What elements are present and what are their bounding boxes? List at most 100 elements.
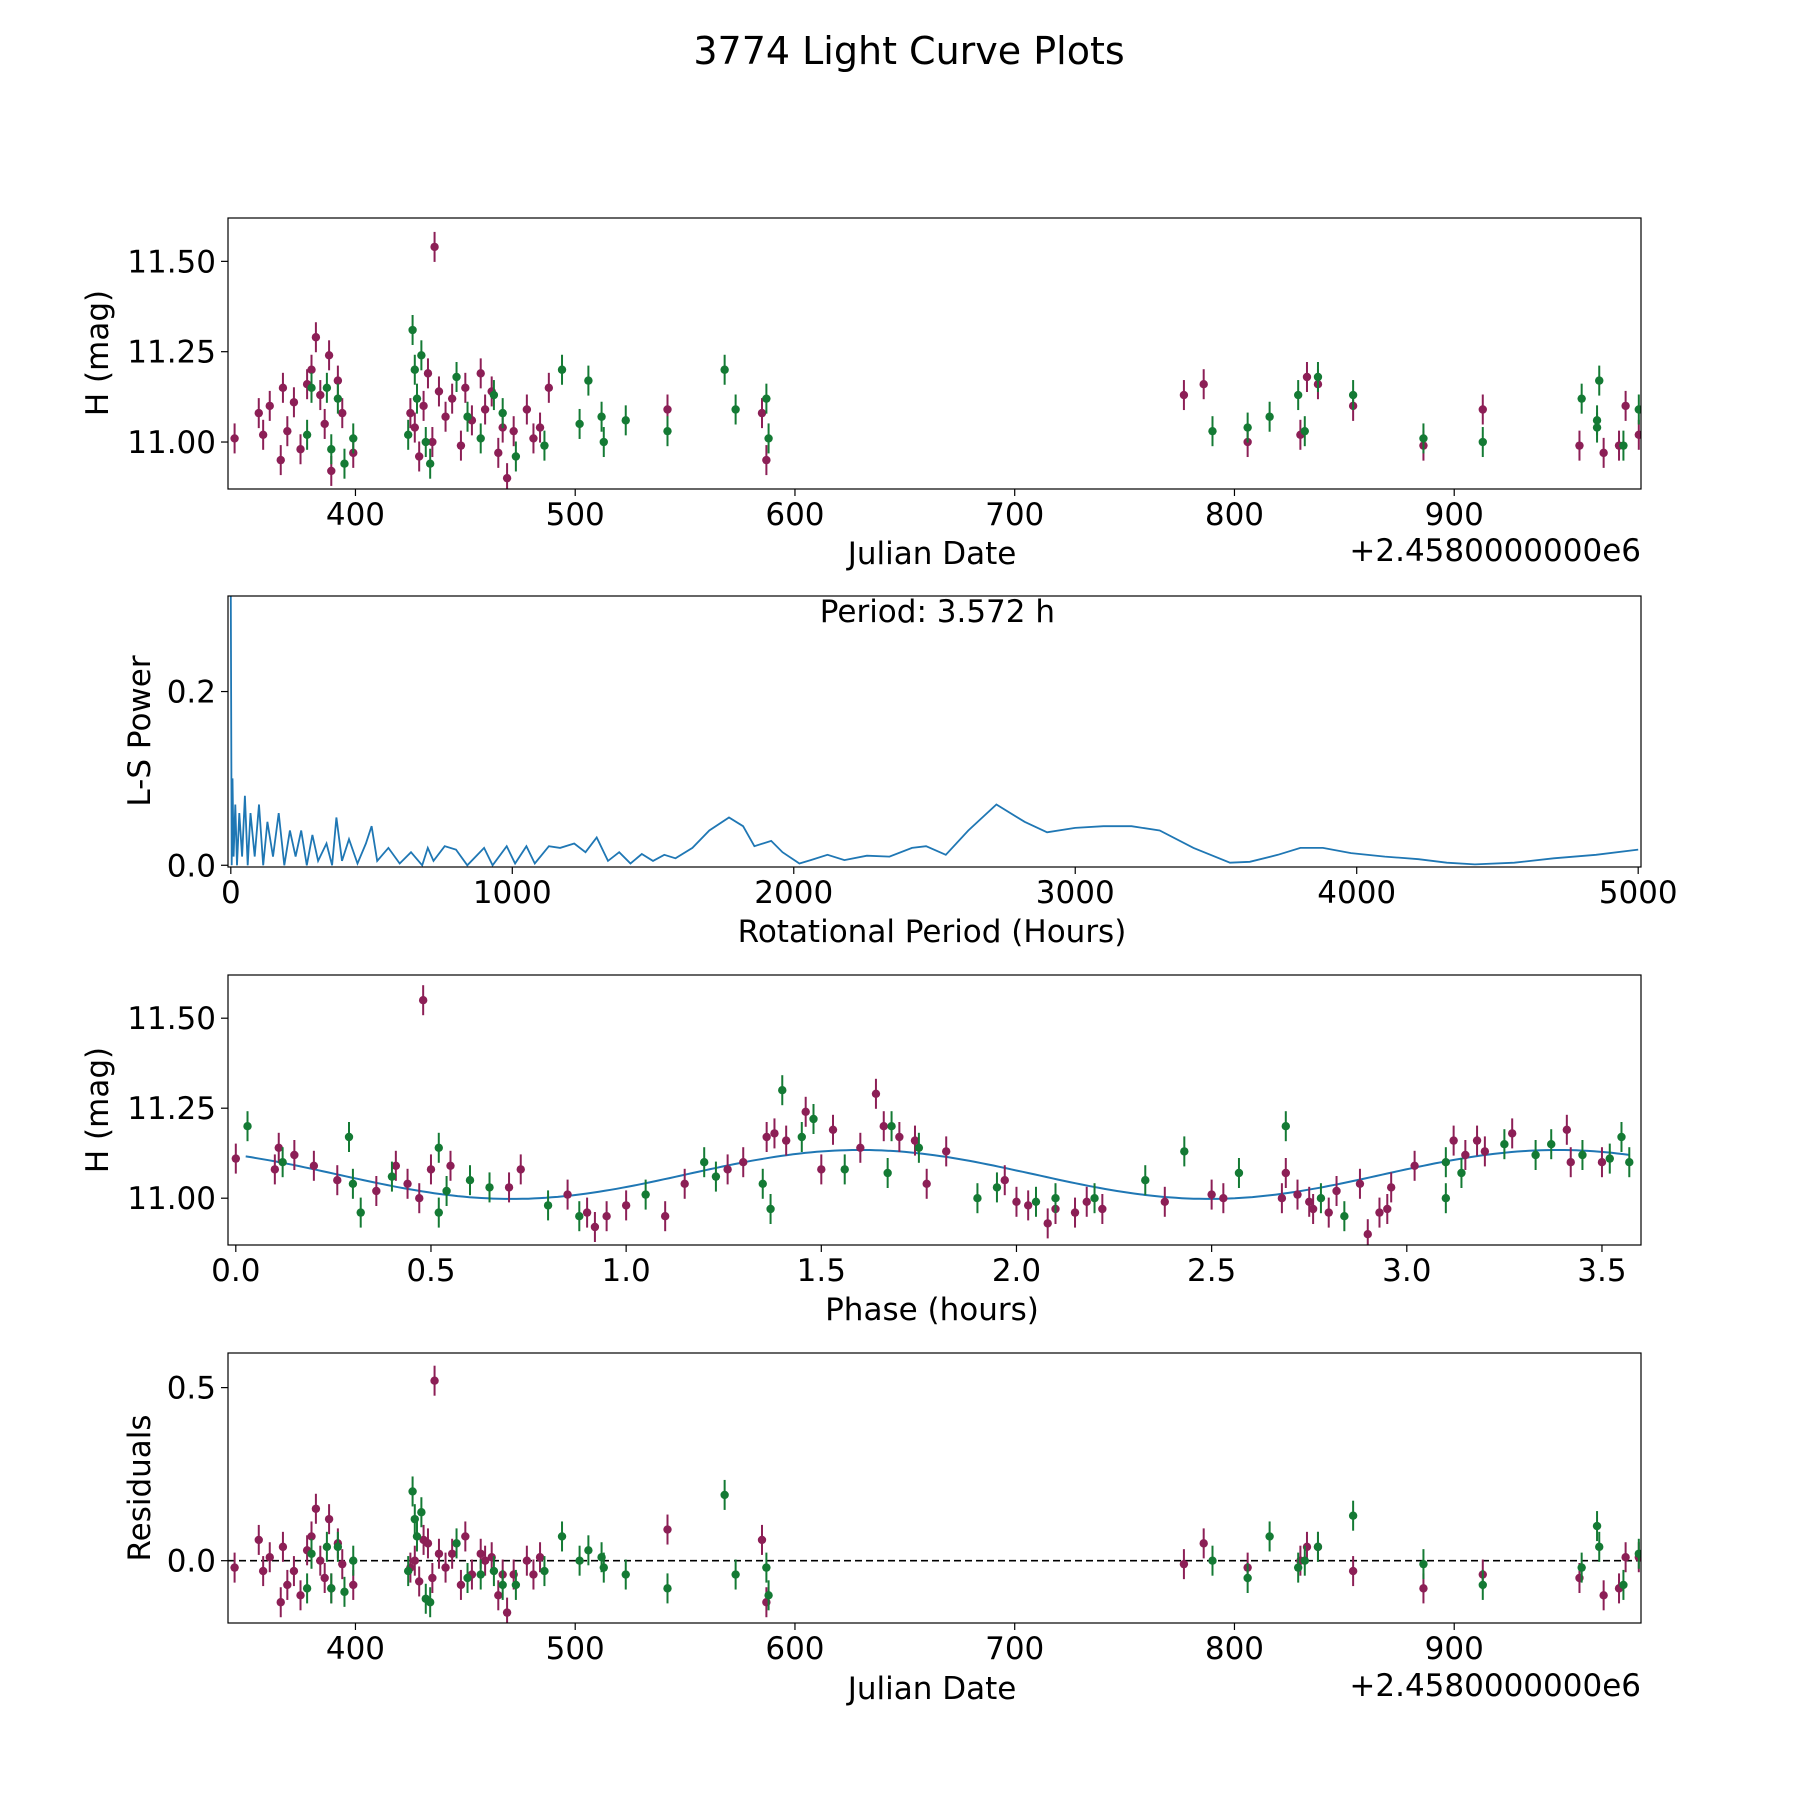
phased-xtick-label: 0.5 xyxy=(406,1253,455,1289)
residuals-point xyxy=(230,1563,239,1572)
residuals-point xyxy=(557,1532,567,1541)
lightcurve-point xyxy=(410,423,419,432)
lightcurve-point xyxy=(283,426,292,436)
lightcurve-point xyxy=(311,333,321,342)
residuals-point xyxy=(476,1549,485,1558)
residuals-point xyxy=(1300,1556,1309,1565)
lightcurve-point xyxy=(663,426,672,436)
lightcurve-xtick-label: 500 xyxy=(546,497,605,533)
phased-ytick-label: 11.00 xyxy=(127,1181,216,1217)
phased-xtick-label: 3.0 xyxy=(1382,1253,1431,1289)
phased-point xyxy=(465,1176,475,1185)
residuals-point xyxy=(1243,1573,1252,1583)
periodogram-line xyxy=(229,596,1639,867)
phased-point xyxy=(914,1143,924,1153)
phased-point xyxy=(415,1194,424,1203)
phased-point xyxy=(1160,1197,1169,1207)
lightcurve-point xyxy=(456,441,466,450)
figure-title: 3774 Light Curve Plots xyxy=(693,29,1124,73)
phased-frame xyxy=(227,974,1642,1246)
residuals-point xyxy=(417,1508,426,1517)
lightcurve-point xyxy=(276,455,285,465)
phased-point xyxy=(1547,1140,1556,1149)
residuals-point xyxy=(456,1580,466,1590)
residuals-point xyxy=(307,1532,316,1541)
phased-point xyxy=(442,1186,451,1196)
lightcurve-point xyxy=(757,408,767,418)
lightcurve-ytick-label: 11.50 xyxy=(127,244,216,280)
phased-point xyxy=(766,1204,775,1214)
phased-point xyxy=(446,1161,455,1171)
residuals-point xyxy=(283,1580,292,1590)
light-curve-offset-label: +2.4580000000e6 xyxy=(1349,533,1641,569)
phased-point xyxy=(856,1143,865,1153)
lightcurve-point xyxy=(320,419,329,429)
lightcurve-point xyxy=(762,394,771,403)
phased-point xyxy=(1578,1150,1587,1160)
residuals-point xyxy=(1595,1542,1604,1552)
lightcurve-point xyxy=(430,242,439,252)
residuals-point xyxy=(1599,1591,1608,1600)
periodogram-frame xyxy=(227,595,1642,868)
residuals-point xyxy=(447,1549,457,1558)
lightcurve-point xyxy=(258,430,268,439)
light-curve-ylabel: H (mag) xyxy=(80,290,116,416)
lightcurve-point xyxy=(461,383,470,393)
lightcurve-point xyxy=(1243,423,1252,432)
periodogram-xtick-label: 4000 xyxy=(1317,875,1396,911)
residuals-point xyxy=(414,1577,424,1586)
lightcurve-point xyxy=(463,412,472,421)
residuals-point xyxy=(327,1584,336,1593)
phased-point xyxy=(563,1190,572,1199)
periodogram-xtick-label: 1000 xyxy=(473,875,552,911)
phased-point xyxy=(434,1208,443,1217)
lightcurve-point xyxy=(421,437,430,447)
residuals-point xyxy=(498,1580,507,1590)
lightcurve-xtick-label: 900 xyxy=(1425,497,1484,533)
lightcurve-point xyxy=(1595,376,1604,385)
lightcurve-point xyxy=(302,430,312,439)
lightcurve-marks xyxy=(230,231,1641,489)
phased-point xyxy=(828,1125,838,1135)
residuals-point xyxy=(1621,1553,1630,1562)
residuals-offset-label: +2.4580000000e6 xyxy=(1349,1668,1641,1704)
lightcurve-point xyxy=(1419,434,1428,443)
phased-point xyxy=(1597,1158,1607,1167)
periodogram-xtick-label: 5000 xyxy=(1599,875,1678,911)
residuals-point xyxy=(412,1532,422,1541)
lightcurve-point xyxy=(414,452,424,461)
phased-point xyxy=(1277,1194,1287,1203)
residuals-point xyxy=(425,1598,435,1607)
residuals-point xyxy=(1419,1559,1428,1569)
residuals-point xyxy=(1293,1563,1303,1572)
periodogram-ytick-label: 0.0 xyxy=(167,848,216,884)
residuals-point xyxy=(476,1570,485,1579)
lightcurve-xtick-label: 700 xyxy=(985,497,1044,533)
lightcurve-point xyxy=(494,448,503,458)
phased-xtick-label: 2.0 xyxy=(992,1253,1041,1289)
phased-point xyxy=(809,1114,818,1124)
residuals-point xyxy=(333,1542,343,1552)
residuals-point xyxy=(403,1566,413,1576)
lightcurve-point xyxy=(599,437,608,447)
residuals-point xyxy=(423,1539,433,1548)
residuals-ytick-label: 0.5 xyxy=(167,1371,216,1407)
phased-point xyxy=(278,1158,287,1167)
phased-ytick-label: 11.25 xyxy=(127,1091,216,1127)
phased-point xyxy=(641,1190,650,1199)
residuals-point xyxy=(757,1535,767,1545)
residuals-point xyxy=(302,1584,312,1593)
phased-point xyxy=(1281,1122,1290,1131)
phased-point xyxy=(590,1222,600,1232)
phased-point xyxy=(817,1165,826,1174)
residuals-point xyxy=(1313,1542,1323,1552)
lightcurve-point xyxy=(333,394,343,403)
phased-point xyxy=(1480,1147,1490,1156)
phased-ytick-label: 11.50 xyxy=(127,1001,216,1037)
lightcurve-point xyxy=(731,405,740,414)
phased-point xyxy=(1340,1212,1349,1221)
residuals-point xyxy=(322,1542,332,1552)
lightcurve-point xyxy=(1575,441,1584,450)
periodogram-xtick-label: 0 xyxy=(221,875,241,911)
